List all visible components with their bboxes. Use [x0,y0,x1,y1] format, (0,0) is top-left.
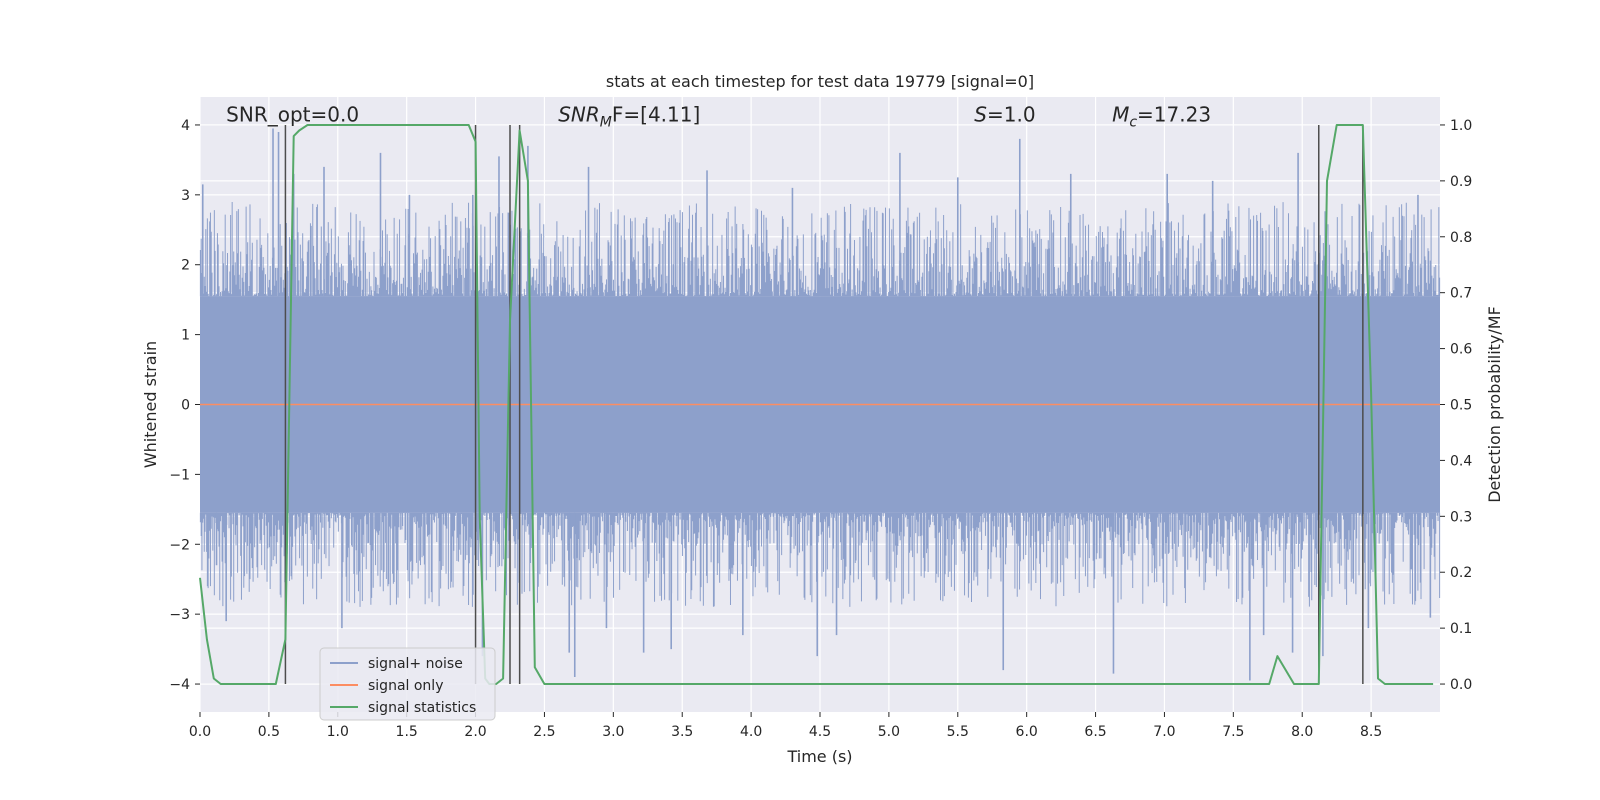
legend-label: signal statistics [368,700,476,716]
x-tick-label: 7.5 [1222,724,1244,740]
left-y-tick-label: −1 [169,467,190,483]
x-tick-label: 4.5 [809,724,831,740]
annotation: S=1.0 [974,102,1035,126]
left-y-axis-ticks: 4 3 2 1 0 −1 −2 −3 −4 [169,118,200,693]
x-tick-label: 3.0 [602,724,624,740]
left-y-tick-label: 3 [181,188,190,204]
right-y-tick-label: 1.0 [1450,118,1472,134]
right-y-tick-label: 0.4 [1450,453,1472,469]
x-tick-label: 2.5 [533,724,555,740]
x-tick-label: 1.5 [396,724,418,740]
left-y-tick-label: −4 [169,677,190,693]
right-y-tick-label: 0.0 [1450,677,1472,693]
x-tick-label: 4.0 [740,724,762,740]
left-y-tick-label: 4 [181,118,190,134]
legend-label: signal+ noise [368,656,463,672]
x-tick-label: 6.0 [1016,724,1038,740]
legend-box [319,647,496,721]
x-axis-ticks: 0.0 0.5 1.0 1.5 2.0 2.5 3.0 3.5 4.0 4.5 5.0 5.5 6.0 6… [189,712,1382,740]
right-y-tick-label: 0.5 [1450,398,1472,414]
left-y-tick-label: −3 [169,607,190,623]
x-tick-label: 8.5 [1360,724,1382,740]
right-y-tick-label: 0.9 [1450,174,1472,190]
x-tick-label: 1.0 [327,724,349,740]
x-tick-label: 0.5 [258,724,280,740]
x-tick-label: 7.0 [1153,724,1175,740]
x-axis-label: Time (s) [786,747,852,766]
right-y-tick-label: 0.2 [1450,565,1472,581]
annotations: SNR_opt=0.0 SNRMF=[4.11] S=1.0 Mc=17.23 [226,102,1211,130]
x-tick-label: 2.0 [464,724,486,740]
left-y-axis-label: Whitened strain [141,341,160,468]
right-y-tick-label: 0.3 [1450,509,1472,525]
right-y-tick-label: 0.6 [1450,342,1472,358]
left-y-tick-label: 2 [181,258,190,274]
left-y-tick-label: −2 [169,537,190,553]
legend: signal+ noise signal only signal statistic… [319,647,496,721]
right-y-tick-label: 0.7 [1450,286,1472,302]
x-tick-label: 8.0 [1291,724,1313,740]
legend-label: signal only [368,678,443,694]
x-tick-label: 5.0 [878,724,900,740]
annotation: SNR_opt=0.0 [226,102,359,126]
x-tick-label: 0.0 [189,724,211,740]
left-y-tick-label: 1 [181,328,190,344]
x-tick-label: 3.5 [671,724,693,740]
signal-statistics-series [199,124,1434,685]
signal-statistics-line [199,124,1434,685]
annotation: Mc=17.23 [1112,102,1211,130]
right-y-tick-label: 0.1 [1450,621,1472,637]
right-y-axis-ticks: 1.0 0.9 0.8 0.7 0.6 0.5 0.4 0.3 0.2 0.1 0.0 [1440,118,1472,693]
left-y-tick-label: 0 [181,398,190,414]
right-y-tick-label: 0.8 [1450,230,1472,246]
right-y-axis-label: Detection probability/MF [1485,306,1504,503]
chart-title: stats at each timestep for test data 197… [606,72,1034,91]
annotation: SNRMF=[4.11] [558,102,700,130]
x-tick-label: 5.5 [947,724,969,740]
x-tick-label: 6.5 [1084,724,1106,740]
